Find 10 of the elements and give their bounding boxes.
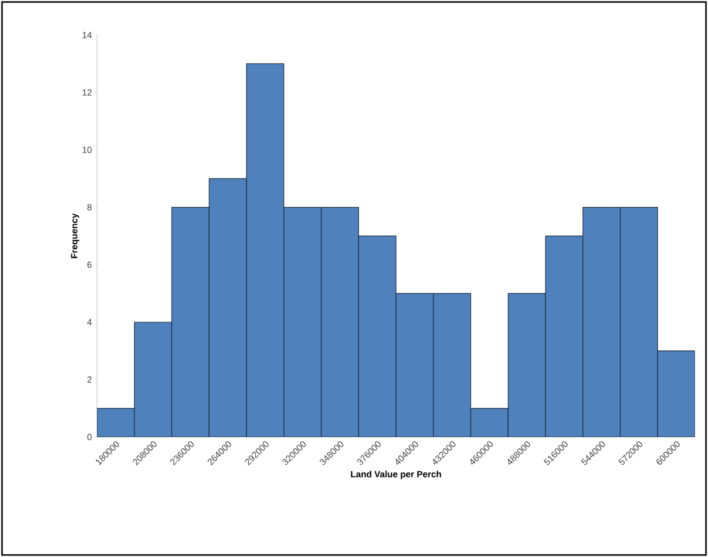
y-tick-label: 12 <box>82 89 92 96</box>
y-tick-label: 4 <box>87 319 92 326</box>
y-axis-title: Frequency <box>71 213 80 258</box>
y-tick-label: 8 <box>87 204 92 210</box>
y-tick-label: 0 <box>87 434 92 440</box>
x-axis-title: Land Value per Perch <box>351 470 442 480</box>
y-tick-label: 10 <box>82 146 92 154</box>
y-tick-label: 2 <box>87 376 92 383</box>
y-tick-label: 14 <box>82 32 92 38</box>
y-tick-label: 6 <box>87 262 92 268</box>
